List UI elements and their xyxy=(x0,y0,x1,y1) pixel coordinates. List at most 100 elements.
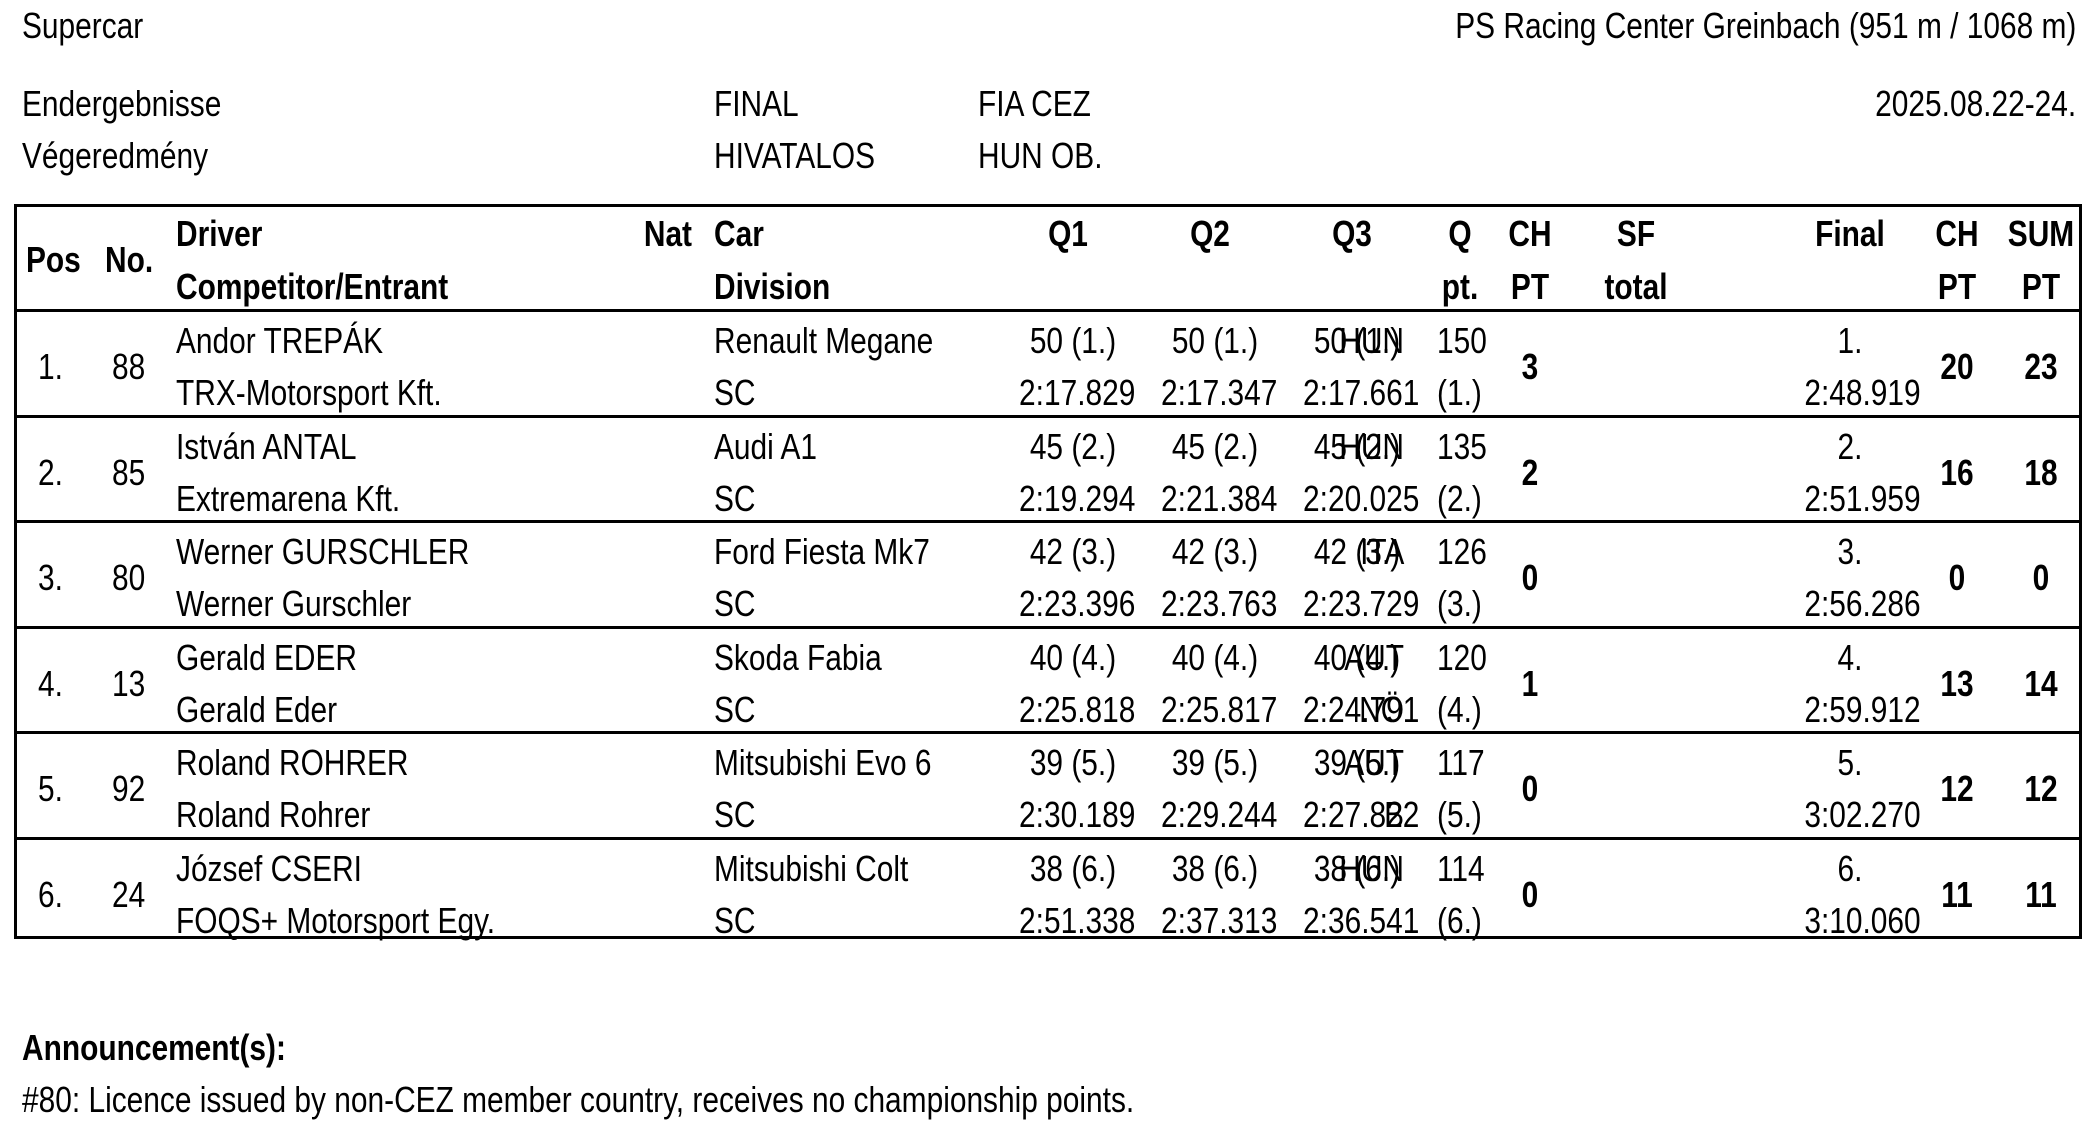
row-sum-pt: 23 xyxy=(2024,346,2058,387)
row-ch-pt-2: 13 xyxy=(1940,662,1974,704)
row-q-rank: (6.) xyxy=(1437,899,1482,941)
row-car: Mitsubishi Colt xyxy=(714,847,909,889)
row-car: Ford Fiesta Mk7 xyxy=(714,531,930,572)
row-q3-time: 2:23.729 xyxy=(1303,583,1420,624)
header-sum: SUM xyxy=(2007,213,2075,254)
row-divider xyxy=(14,836,2082,840)
row-q1-time: 2:19.294 xyxy=(1019,477,1136,519)
status-final: FINAL xyxy=(714,83,799,124)
row-division: SC xyxy=(714,583,756,624)
header-competitor: Competitor/Entrant xyxy=(176,266,449,307)
row-ch-pt-2: 11 xyxy=(1941,873,1973,915)
title-de: Endergebnisse xyxy=(22,83,222,124)
row-driver: Roland ROHRER xyxy=(176,742,409,783)
row-ch-pt: 0 xyxy=(1521,873,1539,915)
row-q-rank: (3.) xyxy=(1437,583,1482,624)
row-no: 24 xyxy=(112,873,146,915)
row-no: 13 xyxy=(112,662,146,704)
row-q1-points: 45 (2.) xyxy=(1029,425,1117,467)
row-q3-time: 2:17.661 xyxy=(1303,372,1420,413)
row-final-time: 3:02.270 xyxy=(1804,794,1921,835)
venue-label: PS Racing Center Greinbach (951 m / 1068… xyxy=(1454,5,2076,46)
row-no: 88 xyxy=(112,346,146,387)
row-final-pos: 6. xyxy=(1837,847,1863,889)
row-nat: AUT xyxy=(1344,636,1404,678)
row-q2-time: 2:17.347 xyxy=(1161,372,1278,413)
header-driver: Driver xyxy=(176,213,263,254)
row-q2-points: 45 (2.) xyxy=(1171,425,1259,467)
row-pos: 6. xyxy=(38,873,63,915)
row-q-rank: (5.) xyxy=(1437,794,1482,835)
row-q-points: 114 xyxy=(1437,847,1485,889)
row-q3-points: 50 (1.) xyxy=(1313,320,1401,361)
row-final-pos: 1. xyxy=(1837,320,1863,361)
row-competitor: FOQS+ Motorsport Egy. xyxy=(176,899,496,941)
row-q1-points: 42 (3.) xyxy=(1029,531,1117,572)
header-sf-total: total xyxy=(1604,266,1668,307)
row-final-time: 3:10.060 xyxy=(1804,899,1921,941)
row-driver: Werner GURSCHLER xyxy=(176,531,470,572)
row-final-pos: 4. xyxy=(1837,636,1863,678)
row-final-pos: 2. xyxy=(1837,425,1863,467)
row-q1-time: 2:51.338 xyxy=(1019,899,1136,941)
announcement-item: #80: Licence issued by non-CEZ member co… xyxy=(22,1079,1135,1120)
row-q3-points: 40 (4.) xyxy=(1313,636,1401,678)
row-pos: 3. xyxy=(38,557,63,598)
row-divider xyxy=(14,731,2082,734)
row-final-time: 2:51.959 xyxy=(1804,477,1921,519)
row-q2-points: 40 (4.) xyxy=(1171,636,1259,678)
row-q2-points: 42 (3.) xyxy=(1171,531,1259,572)
row-sum-pt: 0 xyxy=(2032,557,2050,598)
row-ch-pt-2: 12 xyxy=(1940,768,1974,809)
row-no: 80 xyxy=(112,557,146,598)
row-ch-pt: 3 xyxy=(1521,346,1539,387)
header-ch2-pt: PT xyxy=(1937,266,1977,307)
row-q1-points: 50 (1.) xyxy=(1029,320,1117,361)
header-car: Car xyxy=(714,213,764,254)
row-ch-pt-2: 20 xyxy=(1940,346,1974,387)
row-competitor: TRX-Motorsport Kft. xyxy=(176,372,442,413)
row-q-rank: (4.) xyxy=(1437,688,1482,730)
header-q1: Q1 xyxy=(1048,213,1088,254)
row-q3-time: 2:27.822 xyxy=(1303,794,1420,835)
row-q2-time: 2:25.817 xyxy=(1161,688,1278,730)
row-ch-pt: 0 xyxy=(1521,557,1539,598)
row-q3-time: 2:24.791 xyxy=(1303,688,1420,730)
row-divider xyxy=(14,625,2082,629)
row-q1-time: 2:17.829 xyxy=(1019,372,1136,413)
header-sum-pt: PT xyxy=(2021,266,2061,307)
row-q1-time: 2:30.189 xyxy=(1019,794,1136,835)
row-q3-points: 42 (3.) xyxy=(1313,531,1401,572)
row-q3-time: 2:36.541 xyxy=(1303,899,1420,941)
header-q2: Q2 xyxy=(1190,213,1230,254)
row-no: 85 xyxy=(112,451,146,493)
row-q3-points: 39 (5.) xyxy=(1313,742,1401,783)
row-sum-pt: 12 xyxy=(2024,768,2058,809)
row-pos: 4. xyxy=(38,662,63,704)
row-final-pos: 5. xyxy=(1837,742,1863,783)
row-car: Skoda Fabia xyxy=(714,636,882,678)
header-nat: Nat xyxy=(643,213,692,254)
row-q2-time: 2:37.313 xyxy=(1161,899,1278,941)
row-competitor: Extremarena Kft. xyxy=(176,477,401,519)
row-sum-pt: 11 xyxy=(2025,873,2057,915)
row-q-points: 117 xyxy=(1437,742,1485,783)
row-division: SC xyxy=(714,477,756,519)
row-divider xyxy=(14,520,2082,523)
row-q3-points: 38 (6.) xyxy=(1313,847,1401,889)
header-final: Final xyxy=(1815,213,1885,254)
announcements-title: Announcement(s): xyxy=(22,1027,286,1068)
row-car: Audi A1 xyxy=(714,425,818,467)
header-q-pt: pt. xyxy=(1441,266,1479,307)
row-division: SC xyxy=(714,794,756,835)
row-final-time: 2:48.919 xyxy=(1804,372,1921,413)
row-region: B xyxy=(1384,794,1404,835)
row-competitor: Gerald Eder xyxy=(176,688,338,730)
row-division: SC xyxy=(714,899,756,941)
row-q-points: 150 xyxy=(1437,320,1487,361)
row-competitor: Werner Gurschler xyxy=(176,583,412,624)
row-pos: 2. xyxy=(38,451,63,493)
row-q2-points: 39 (5.) xyxy=(1171,742,1259,783)
row-ch-pt-2: 0 xyxy=(1948,557,1966,598)
row-q-rank: (1.) xyxy=(1437,372,1482,413)
